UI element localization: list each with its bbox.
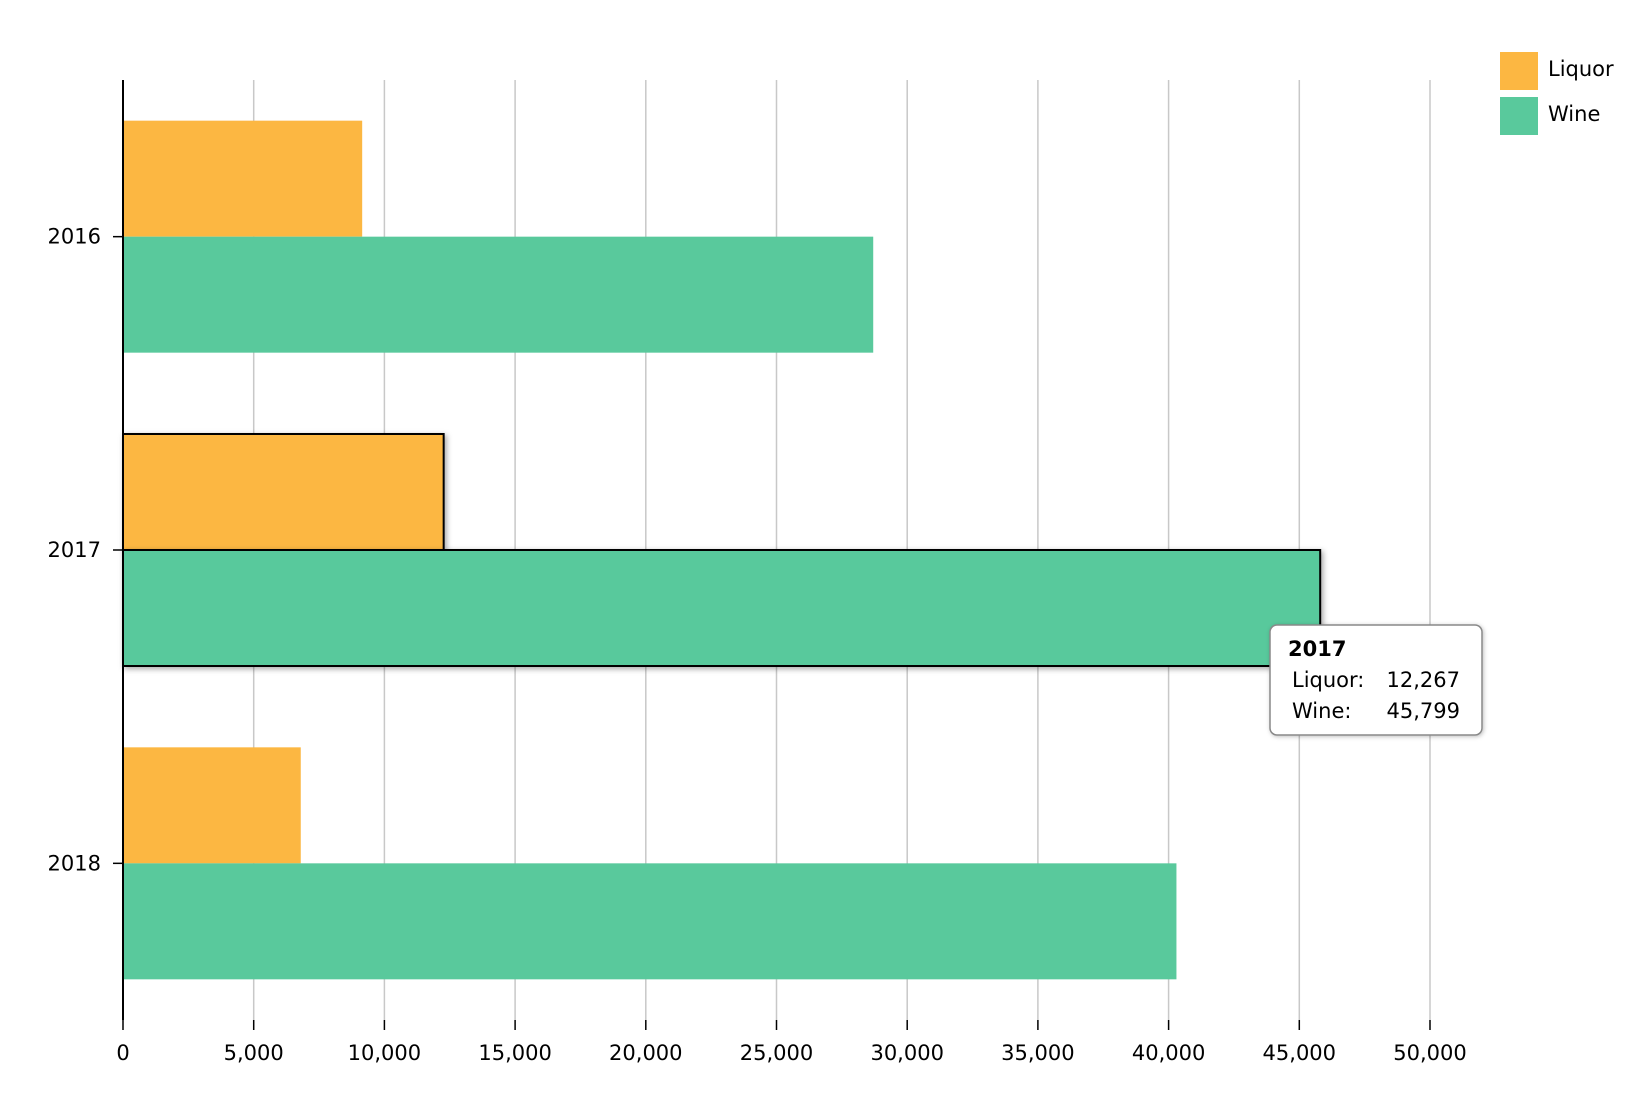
tooltip-row-label: Wine: bbox=[1292, 699, 1351, 723]
x-tick-label: 50,000 bbox=[1393, 1041, 1466, 1065]
tooltip-row-value: 45,799 bbox=[1387, 699, 1460, 723]
bar-liquor-2018 bbox=[123, 747, 301, 864]
y-tick-label: 2018 bbox=[48, 851, 101, 875]
legend-swatch-liquor bbox=[1500, 52, 1538, 90]
tooltip-row-value: 12,267 bbox=[1387, 668, 1460, 692]
legend: Liquor Wine bbox=[1500, 52, 1614, 135]
x-tick-label: 35,000 bbox=[1001, 1041, 1074, 1065]
y-tick-label: 2016 bbox=[48, 225, 101, 249]
bar-liquor-2016 bbox=[123, 120, 363, 237]
x-tick-label: 20,000 bbox=[609, 1041, 682, 1065]
axes: 0 5,000 10,000 15,000 20,000 25,000 30,000 35,0… bbox=[48, 80, 1467, 1065]
x-tick-label: 15,000 bbox=[478, 1041, 551, 1065]
tooltip: 2017 Liquor: 12,267 Wine: 45,799 bbox=[1269, 624, 1483, 736]
bar-wine-2016 bbox=[123, 236, 874, 353]
x-tick-label: 40,000 bbox=[1132, 1041, 1205, 1065]
legend-swatch-wine bbox=[1500, 97, 1538, 135]
legend-label-liquor: Liquor bbox=[1548, 57, 1614, 81]
tooltip-title: 2017 bbox=[1288, 637, 1346, 661]
bar-liquor-2017 bbox=[122, 433, 445, 551]
x-tick-label: 10,000 bbox=[348, 1041, 421, 1065]
x-tick-label: 25,000 bbox=[740, 1041, 813, 1065]
bars bbox=[122, 120, 1322, 980]
x-tick-label: 45,000 bbox=[1263, 1041, 1336, 1065]
legend-label-wine: Wine bbox=[1548, 102, 1600, 126]
tooltip-row-label: Liquor: bbox=[1292, 668, 1364, 692]
y-tick-label: 2017 bbox=[48, 538, 101, 562]
x-tick-label: 5,000 bbox=[224, 1041, 284, 1065]
x-tick-label: 30,000 bbox=[870, 1041, 943, 1065]
tooltip-box bbox=[1269, 624, 1483, 736]
bar-wine-2018 bbox=[123, 863, 1177, 980]
bar-wine-2017 bbox=[122, 549, 1322, 667]
x-tick-label: 0 bbox=[116, 1041, 129, 1065]
